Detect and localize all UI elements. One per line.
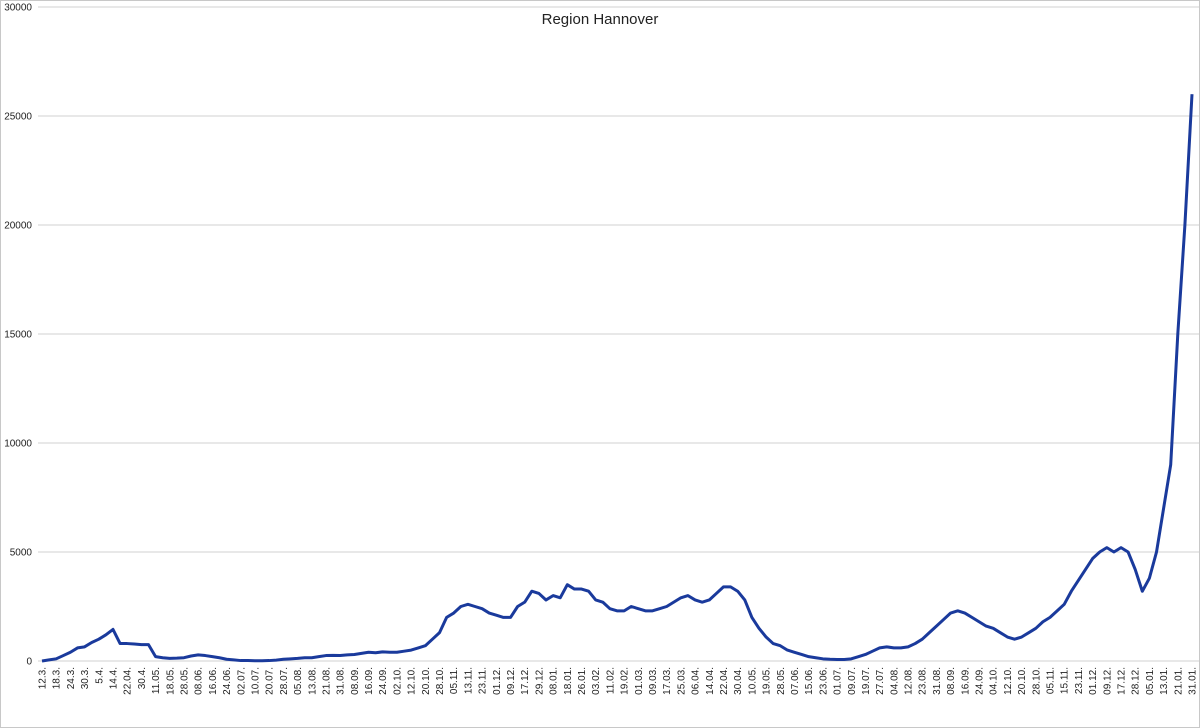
x-tick-label: 31.01. (1188, 667, 1199, 695)
x-tick-label: 31.08. (336, 667, 347, 695)
x-tick-label: 28.05. (179, 667, 190, 695)
x-tick-label: 26.01. (577, 667, 588, 695)
x-tick-label: 08.09. (350, 667, 361, 695)
data-line (41, 94, 1194, 663)
x-tick-label: 09.07. (847, 667, 858, 695)
x-tick-label: 17.12. (1117, 667, 1128, 695)
x-tick-label: 24.06. (222, 667, 233, 695)
y-tick-label: 15000 (4, 330, 32, 341)
x-tick-label: 28.07. (279, 667, 290, 695)
y-tick-label: 10000 (4, 439, 32, 450)
x-tick-label: 21.08. (321, 667, 332, 695)
x-tick-label: 05.08. (293, 667, 304, 695)
x-tick-label: 13.01. (1159, 667, 1170, 695)
x-tick-label: 28.05. (776, 667, 787, 695)
x-tick-label: 28.10. (435, 667, 446, 695)
x-tick-label: 24.3. (66, 667, 77, 689)
x-tick-label: 5.4. (94, 667, 105, 684)
x-tick-label: 18.01. (563, 667, 574, 695)
x-tick-label: 09.12. (506, 667, 517, 695)
x-tick-label: 03.02. (591, 667, 602, 695)
x-tick-label: 12.08. (904, 667, 915, 695)
x-tick-label: 16.09. (364, 667, 375, 695)
x-tick-label: 01.03. (634, 667, 645, 695)
x-tick-label: 18.3. (52, 667, 63, 689)
y-tick-label: 5000 (10, 548, 33, 559)
x-tick-label: 19.07. (861, 667, 872, 695)
x-tick-label: 20.07. (265, 667, 276, 695)
x-tick-label: 24.09. (975, 667, 986, 695)
x-tick-label: 13.08. (307, 667, 318, 695)
x-tick-label: 14.4. (108, 667, 119, 689)
y-tick-label: 25000 (4, 112, 32, 123)
x-tick-label: 28.10. (1031, 667, 1042, 695)
x-tick-label: 17.03. (662, 667, 673, 695)
x-tick-label: 15.11. (1060, 667, 1071, 694)
x-tick-label: 29.12. (534, 667, 545, 695)
x-tick-label: 01.07. (833, 667, 844, 695)
x-tick-label: 27.07. (875, 667, 886, 695)
chart-title: Region Hannover (542, 11, 659, 28)
x-tick-label: 08.09. (946, 667, 957, 695)
x-tick-label: 15.06. (804, 667, 815, 695)
x-tick-label: 14.04. (705, 667, 716, 695)
x-tick-label: 09.12. (1102, 667, 1113, 695)
x-tick-label: 24.09. (378, 667, 389, 695)
x-tick-label: 22.04. (123, 667, 134, 695)
x-tick-label: 01.12. (492, 667, 503, 695)
x-tick-label: 04.10. (989, 667, 1000, 695)
x-tick-label: 02.07. (236, 667, 247, 695)
x-tick-label: 23.06. (818, 667, 829, 695)
x-tick-label: 23.08. (918, 667, 929, 695)
x-tick-label: 11.05. (151, 667, 162, 694)
y-tick-label: 20000 (4, 221, 32, 232)
x-tick-label: 30.4. (137, 667, 148, 689)
x-tick-label: 23.11. (478, 667, 489, 694)
x-tick-label: 20.10. (421, 667, 432, 695)
x-tick-label: 17.12. (520, 667, 531, 695)
x-tick-label: 02.10. (392, 667, 403, 695)
x-tick-label: 05.01. (1145, 667, 1156, 695)
x-tick-label: 25.03. (676, 667, 687, 695)
x-tick-label: 08.01. (549, 667, 560, 695)
x-tick-label: 11.02. (605, 667, 616, 694)
x-tick-label: 21.01. (1173, 667, 1184, 695)
x-tick-label: 06.04. (691, 667, 702, 695)
x-tick-label: 13.11. (463, 667, 474, 694)
x-tick-label: 01.12. (1088, 667, 1099, 695)
x-tick-label: 10.05. (747, 667, 758, 695)
x-tick-label: 16.09. (960, 667, 971, 695)
x-tick-label: 12.10. (407, 667, 418, 695)
x-tick-label: 12.10. (1003, 667, 1014, 695)
x-tick-label: 23.11. (1074, 667, 1085, 694)
x-tick-label: 22.04. (719, 667, 730, 695)
x-tick-label: 18.05. (165, 667, 176, 695)
x-tick-label: 28.12. (1131, 667, 1142, 695)
x-tick-label: 30.04. (733, 667, 744, 695)
x-tick-label: 31.08. (932, 667, 943, 695)
x-tick-label: 05.11. (449, 667, 460, 694)
x-tick-label: 05.11. (1046, 667, 1057, 694)
x-tick-label: 12.3. (38, 667, 49, 689)
y-tick-label: 0 (26, 657, 32, 668)
x-tick-label: 04.08. (889, 667, 900, 695)
y-tick-label: 30000 (4, 3, 32, 14)
x-tick-label: 09.03. (648, 667, 659, 695)
x-tick-label: 19.02. (620, 667, 631, 695)
x-tick-label: 19.05. (762, 667, 773, 695)
x-tick-label: 10.07. (250, 667, 261, 695)
x-tick-label: 30.3. (80, 667, 91, 689)
x-tick-label: 16.06. (208, 667, 219, 695)
x-tick-label: 07.06. (790, 667, 801, 695)
x-tick-label: 08.06. (194, 667, 205, 695)
x-tick-label: 20.10. (1017, 667, 1028, 695)
